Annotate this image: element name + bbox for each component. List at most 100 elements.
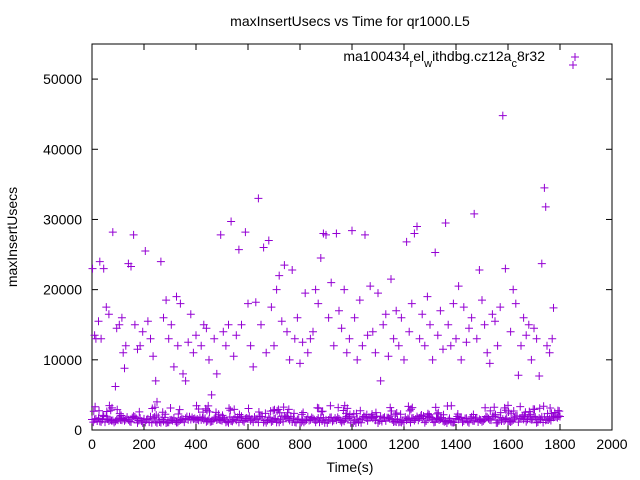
x-tick-label: 1800 [544, 436, 575, 452]
data-point [162, 296, 171, 305]
data-point [480, 320, 489, 329]
data-point [530, 405, 539, 414]
data-point [318, 407, 327, 416]
data-point [478, 296, 486, 305]
legend-subscript: w [423, 58, 432, 70]
plot-frame [91, 43, 613, 431]
data-point [343, 404, 352, 413]
data-point [396, 410, 405, 419]
data-point [470, 209, 479, 218]
data-point [234, 245, 243, 254]
data-point [420, 418, 429, 427]
data-point [355, 296, 364, 305]
data-point [270, 341, 278, 350]
data-point [527, 355, 536, 364]
data-point [207, 390, 216, 399]
data-point [504, 401, 512, 410]
data-point [506, 327, 515, 336]
data-points [88, 61, 577, 427]
data-point [119, 348, 128, 357]
data-point [173, 341, 182, 350]
data-point [431, 403, 440, 412]
data-point [129, 230, 138, 239]
data-point [115, 409, 124, 418]
data-point [408, 403, 417, 412]
data-point [428, 355, 437, 364]
data-point [345, 334, 354, 343]
data-point [322, 230, 330, 239]
data-point [402, 237, 411, 246]
data-point [535, 371, 544, 380]
data-point [493, 418, 502, 427]
data-point [150, 403, 159, 412]
data-point [509, 406, 518, 415]
data-point [337, 324, 346, 333]
data-point [546, 404, 555, 413]
data-point [313, 403, 322, 412]
x-tick-label: 1600 [492, 436, 523, 452]
data-point [498, 111, 507, 120]
data-point [556, 412, 564, 421]
data-point [431, 248, 440, 257]
data-point [95, 257, 104, 266]
legend: ma100434relwithdbg.cz12ac8r32 [343, 48, 579, 70]
data-point [212, 369, 221, 378]
data-point [283, 327, 291, 336]
data-point [488, 310, 497, 319]
data-point [272, 285, 281, 294]
data-point [465, 418, 473, 427]
data-point [459, 303, 468, 312]
data-point [149, 352, 158, 361]
data-point [104, 310, 113, 319]
data-point [469, 410, 478, 419]
data-point [130, 412, 139, 421]
data-point [524, 320, 533, 329]
data-point [141, 247, 150, 256]
x-tick-label: 600 [236, 436, 260, 452]
data-point [496, 408, 505, 417]
chart-title: maxInsertUsecs vs Time for qr1000.L5 [230, 13, 470, 29]
data-point [280, 261, 289, 270]
legend-subscript: r [410, 58, 414, 70]
data-point [547, 409, 556, 418]
data-point [436, 306, 445, 315]
data-point [299, 408, 308, 417]
data-point [159, 313, 168, 322]
y-tick-label: 10000 [43, 352, 82, 368]
data-point [262, 348, 271, 357]
data-point [376, 376, 385, 385]
data-point [274, 405, 283, 414]
legend-label: ma100434relwithdbg.cz12ac8r32 [343, 48, 545, 70]
data-point [439, 345, 447, 354]
data-point [146, 334, 155, 343]
data-point [329, 341, 338, 350]
data-point [357, 418, 366, 427]
data-point [526, 410, 535, 419]
data-point [108, 403, 117, 412]
data-point [275, 408, 284, 417]
data-point [314, 299, 323, 308]
data-point [234, 418, 243, 427]
data-point [394, 341, 403, 350]
data-point [127, 262, 135, 271]
data-point [381, 310, 390, 319]
data-point [384, 352, 393, 361]
data-point [176, 299, 185, 308]
data-point [353, 355, 362, 364]
data-point [446, 341, 455, 350]
data-point [138, 327, 147, 336]
data-point [387, 407, 396, 416]
axis-ticks: 0 200 400 600 800 1000 1200 1400 1600 1800 2000010… [43, 44, 628, 452]
data-point [350, 313, 359, 322]
data-point [98, 411, 107, 420]
data-point [156, 257, 165, 266]
data-point [229, 352, 238, 361]
data-point [172, 292, 181, 301]
y-tick-label: 20000 [43, 282, 82, 298]
data-point [228, 417, 237, 426]
data-point [426, 320, 434, 329]
data-point [285, 355, 294, 364]
data-point [410, 229, 419, 238]
data-point [95, 406, 104, 415]
